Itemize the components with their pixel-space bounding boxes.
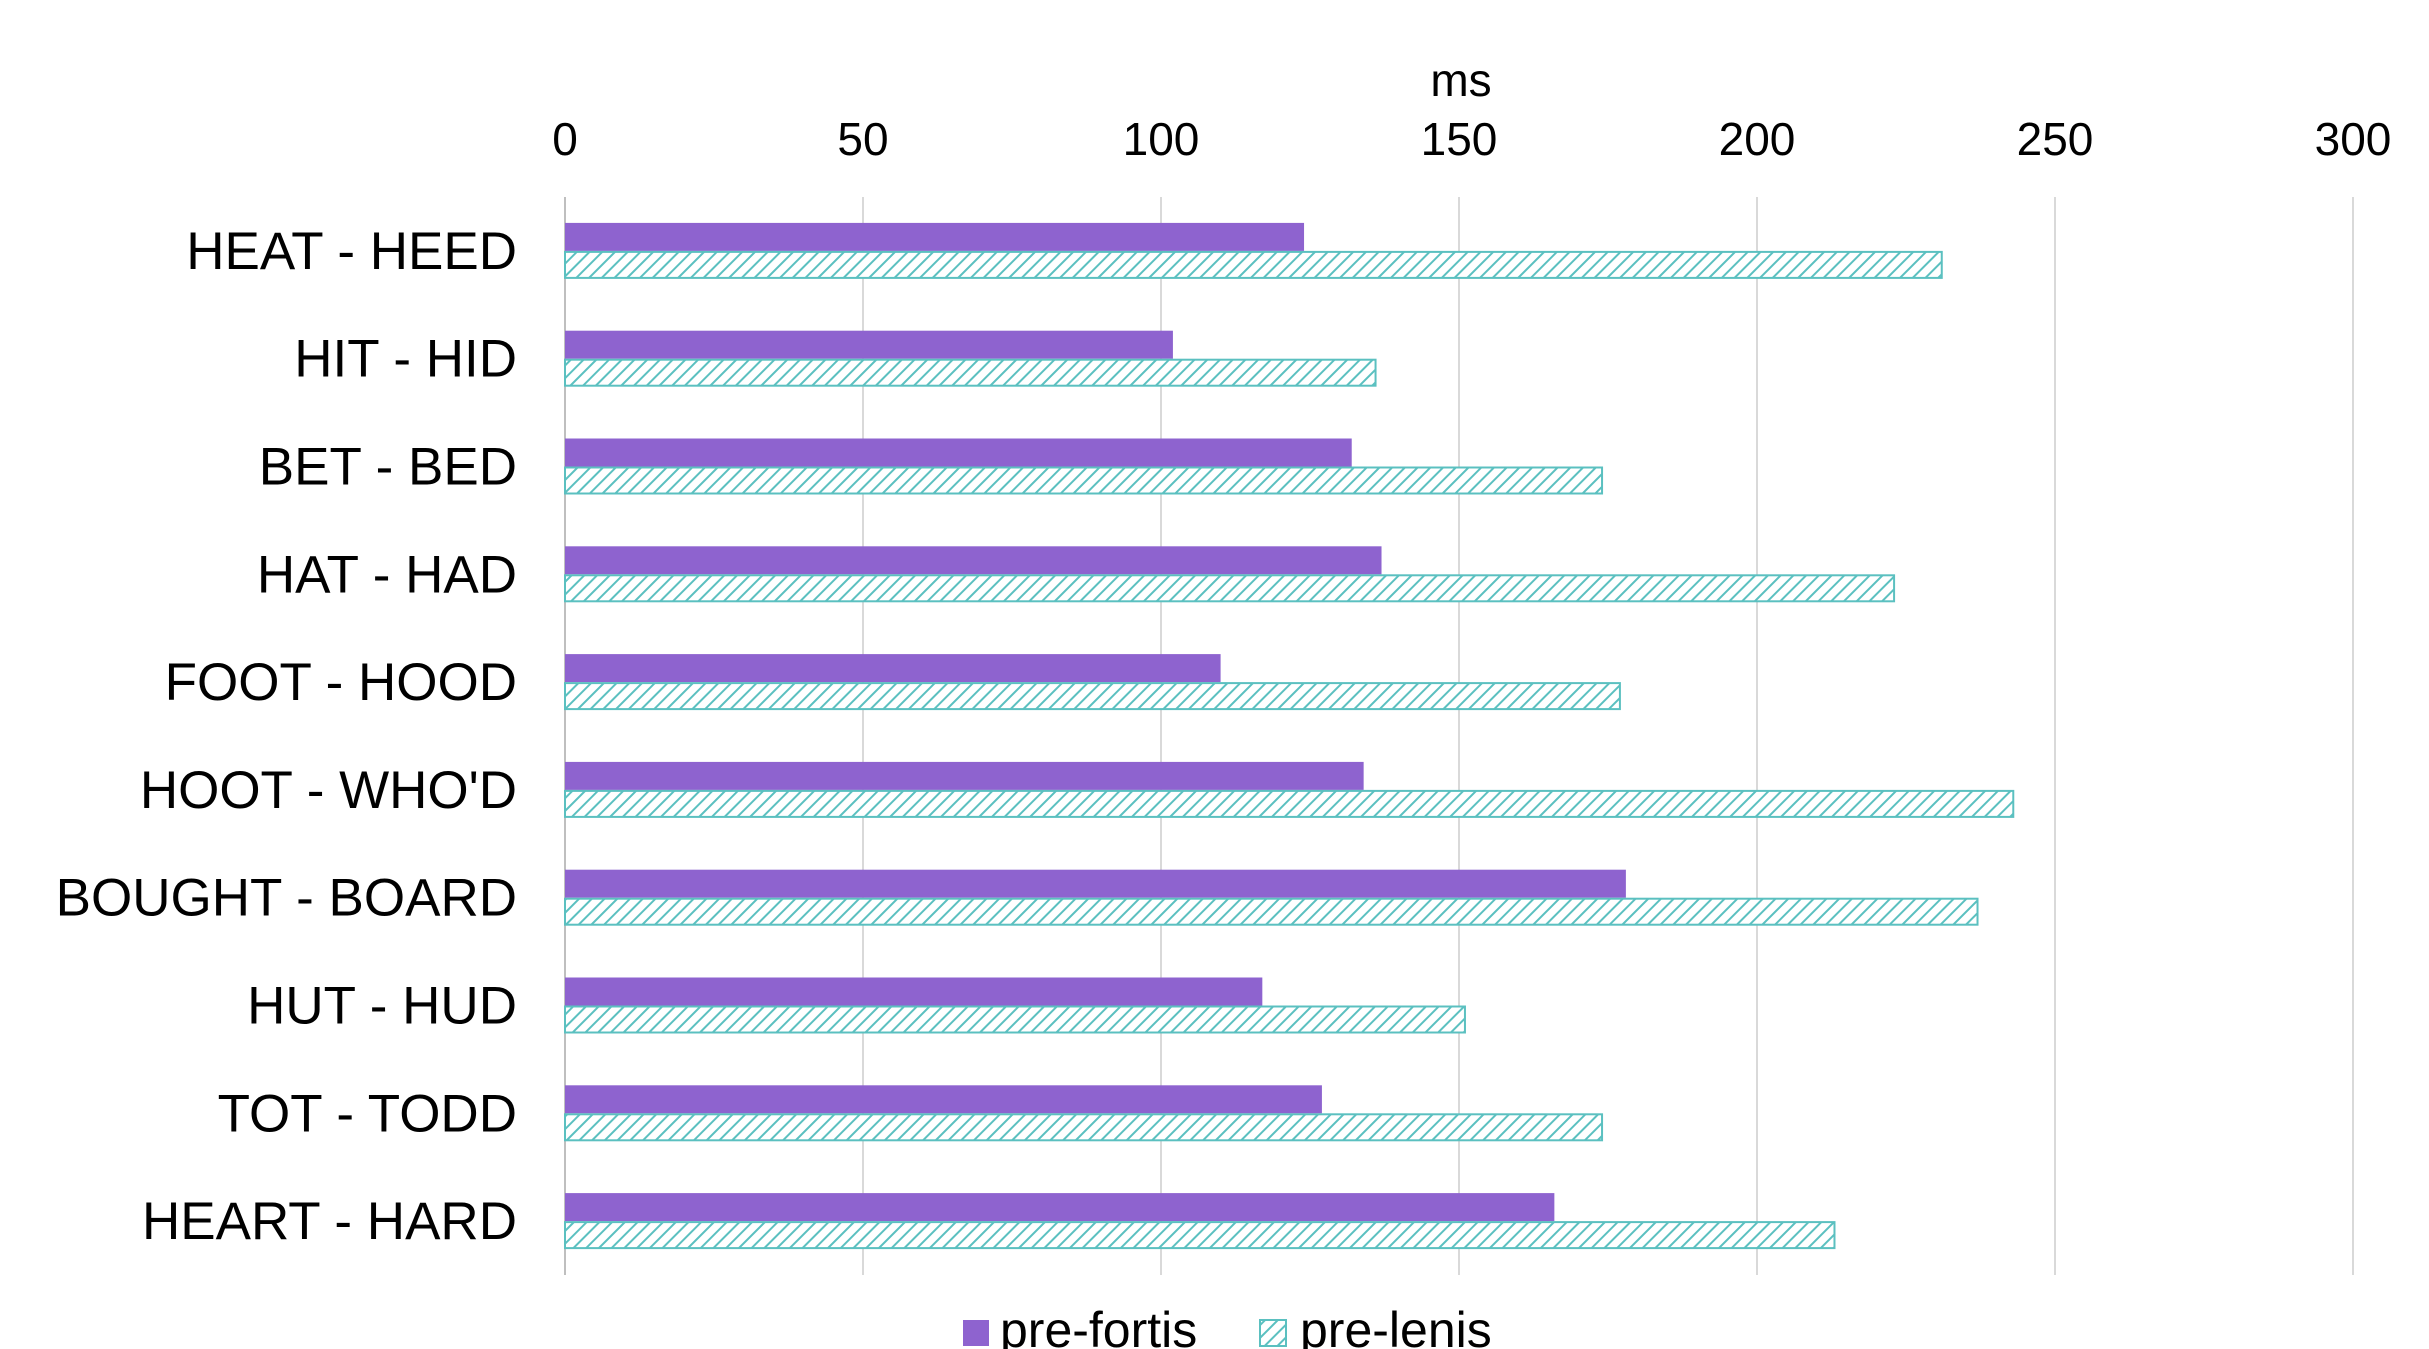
category-labels: HEAT - HEED HIT - HID BET - BED HAT - HAD FO…: [56, 222, 517, 1251]
x-tick-label: 150: [1421, 113, 1498, 165]
pre-lenis-bar: [564, 1005, 1466, 1034]
category-label: HAT - HAD: [257, 545, 517, 604]
category-label: HIT - HID: [294, 330, 517, 389]
pre-lenis-bar: [564, 682, 1621, 711]
category-label: FOOT - HOOD: [165, 653, 517, 712]
pre-fortis-bar: [565, 1085, 1322, 1114]
pre-fortis-bar: [565, 977, 1263, 1006]
category-label: BET - BED: [259, 438, 517, 497]
category-label: BOUGHT - BOARD: [56, 869, 517, 928]
pre-lenis-bar: [564, 1221, 1836, 1250]
pre-fortis-bar: [565, 761, 1364, 790]
pre-lenis-bar: [564, 574, 1896, 603]
legend-swatch: [963, 1320, 989, 1346]
bars: [564, 222, 2015, 1250]
pre-lenis-bar: [564, 250, 1943, 279]
legend-label: pre-fortis: [1000, 1302, 1197, 1349]
pre-lenis-bar: [564, 466, 1604, 495]
category-label: HUT - HUD: [247, 977, 517, 1036]
category-label: HEAT - HEED: [186, 222, 517, 281]
legend: pre-fortis pre-lenis: [963, 1302, 1492, 1349]
category-label: HOOT - WHO'D: [140, 761, 517, 820]
x-tick-label: 250: [2017, 113, 2094, 165]
pre-fortis-bar: [565, 869, 1626, 898]
pre-fortis-bar: [565, 546, 1382, 575]
category-label: HEART - HARD: [142, 1192, 517, 1251]
x-tick-label: 300: [2315, 113, 2392, 165]
pre-fortis-bar: [565, 1193, 1555, 1222]
pre-fortis-bar: [565, 222, 1305, 251]
x-tick-label: 100: [1123, 113, 1200, 165]
x-tick-label: 200: [1719, 113, 1796, 165]
pre-fortis-bar: [565, 330, 1173, 359]
category-label: TOT - TODD: [218, 1084, 517, 1143]
x-axis-title: ms: [1430, 54, 1491, 106]
pre-lenis-bar: [564, 789, 2015, 818]
pre-fortis-bar: [565, 654, 1221, 683]
x-axis-ticks: 0 50 100 150 200 250 300: [552, 113, 2391, 165]
pre-lenis-bar: [564, 1113, 1604, 1142]
legend-label: pre-lenis: [1300, 1302, 1492, 1349]
x-tick-label: 50: [837, 113, 888, 165]
pre-lenis-bar: [564, 897, 1979, 926]
pre-lenis-bar: [564, 358, 1377, 387]
legend-swatch: [1259, 1319, 1287, 1347]
x-tick-label: 0: [552, 113, 578, 165]
pre-fortis-bar: [565, 438, 1352, 467]
